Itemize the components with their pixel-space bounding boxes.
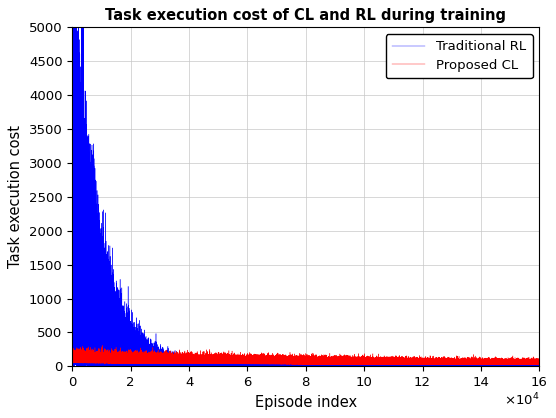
Title: Task execution cost of CL and RL during training: Task execution cost of CL and RL during … [105, 8, 507, 23]
Proposed CL [473, 361, 479, 366]
X-axis label: Episode index: Episode index [255, 395, 357, 410]
Traditional RL [222, 362, 229, 367]
Traditional RL [69, 25, 76, 30]
Traditional RL [69, 84, 76, 89]
Proposed CL [535, 362, 542, 367]
Proposed CL [99, 343, 106, 348]
Traditional RL [473, 364, 479, 369]
Traditional RL [250, 361, 257, 366]
Traditional RL [411, 363, 418, 368]
Traditional RL [536, 363, 543, 368]
Proposed CL [69, 358, 76, 363]
Proposed CL [222, 360, 229, 365]
Legend: Traditional RL, Proposed CL: Traditional RL, Proposed CL [386, 34, 533, 78]
Proposed CL [162, 359, 169, 364]
Proposed CL [536, 362, 543, 367]
Traditional RL [191, 359, 197, 364]
Line: Proposed CL: Proposed CL [72, 345, 539, 365]
Proposed CL [191, 356, 197, 361]
Text: $\times10^{4}$: $\times10^{4}$ [504, 392, 539, 408]
Traditional RL [162, 355, 169, 360]
Traditional RL [248, 364, 255, 369]
Proposed CL [250, 360, 257, 365]
Y-axis label: Task execution cost: Task execution cost [8, 125, 23, 268]
Line: Traditional RL: Traditional RL [72, 27, 539, 367]
Proposed CL [411, 361, 418, 366]
